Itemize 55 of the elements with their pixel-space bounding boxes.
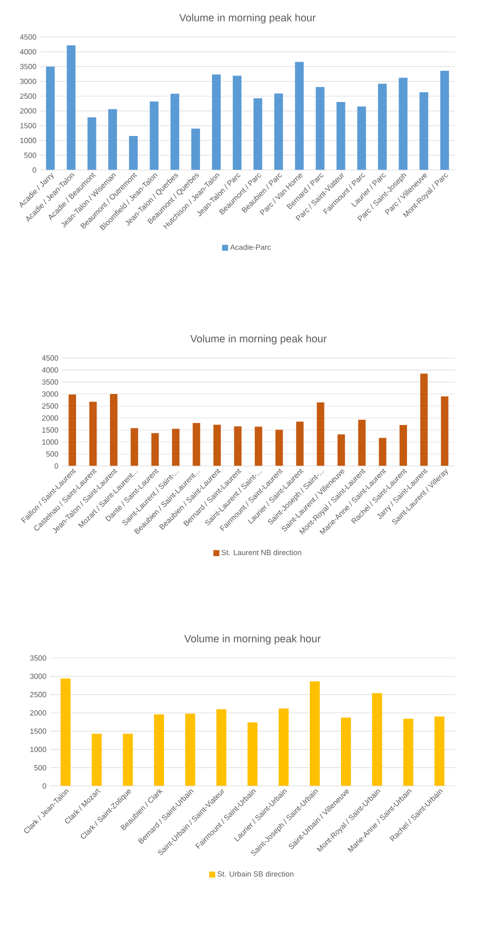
bar — [130, 428, 138, 466]
bar — [336, 102, 346, 170]
bar — [232, 76, 242, 170]
bar — [234, 426, 242, 466]
bar — [400, 424, 408, 466]
bar — [68, 394, 76, 466]
bar — [66, 45, 76, 170]
bar — [434, 716, 444, 786]
bar — [88, 117, 96, 170]
bar — [212, 74, 221, 170]
bar — [192, 423, 200, 466]
bar — [340, 718, 351, 786]
bar — [420, 92, 428, 170]
bar — [216, 709, 226, 786]
bar — [213, 424, 221, 466]
bar — [92, 734, 102, 786]
bar — [185, 714, 196, 786]
chart-title: Volume in morning peak hour — [184, 634, 321, 644]
bar — [254, 426, 262, 466]
bar — [110, 394, 118, 466]
bar — [357, 106, 366, 170]
bar — [295, 62, 304, 170]
bar — [151, 433, 159, 466]
bar — [122, 734, 133, 786]
bar — [278, 708, 289, 786]
bar — [274, 93, 283, 170]
bar — [170, 94, 180, 170]
bar — [378, 438, 386, 466]
bar — [89, 402, 97, 466]
bar — [403, 718, 414, 786]
bar — [338, 434, 345, 466]
bar — [440, 396, 448, 466]
bar — [372, 693, 382, 786]
bar — [254, 98, 262, 170]
bar — [358, 420, 366, 466]
bar — [316, 402, 324, 466]
bar — [154, 714, 164, 786]
bar — [378, 84, 387, 170]
chart-title: Volume in morning peak hour — [179, 14, 316, 24]
bar — [248, 722, 258, 786]
bar — [398, 78, 408, 170]
bar — [108, 109, 117, 170]
bar — [420, 374, 428, 466]
bar — [191, 128, 200, 170]
bar — [310, 681, 320, 786]
bar — [129, 136, 138, 170]
bar — [440, 70, 449, 170]
bar — [296, 422, 304, 466]
bar — [172, 428, 180, 466]
bar — [150, 101, 158, 170]
bar — [275, 430, 283, 466]
chart-title: Volume in morning peak hour — [190, 334, 327, 344]
bar — [46, 66, 55, 170]
bar — [60, 678, 71, 786]
bar — [316, 86, 324, 170]
